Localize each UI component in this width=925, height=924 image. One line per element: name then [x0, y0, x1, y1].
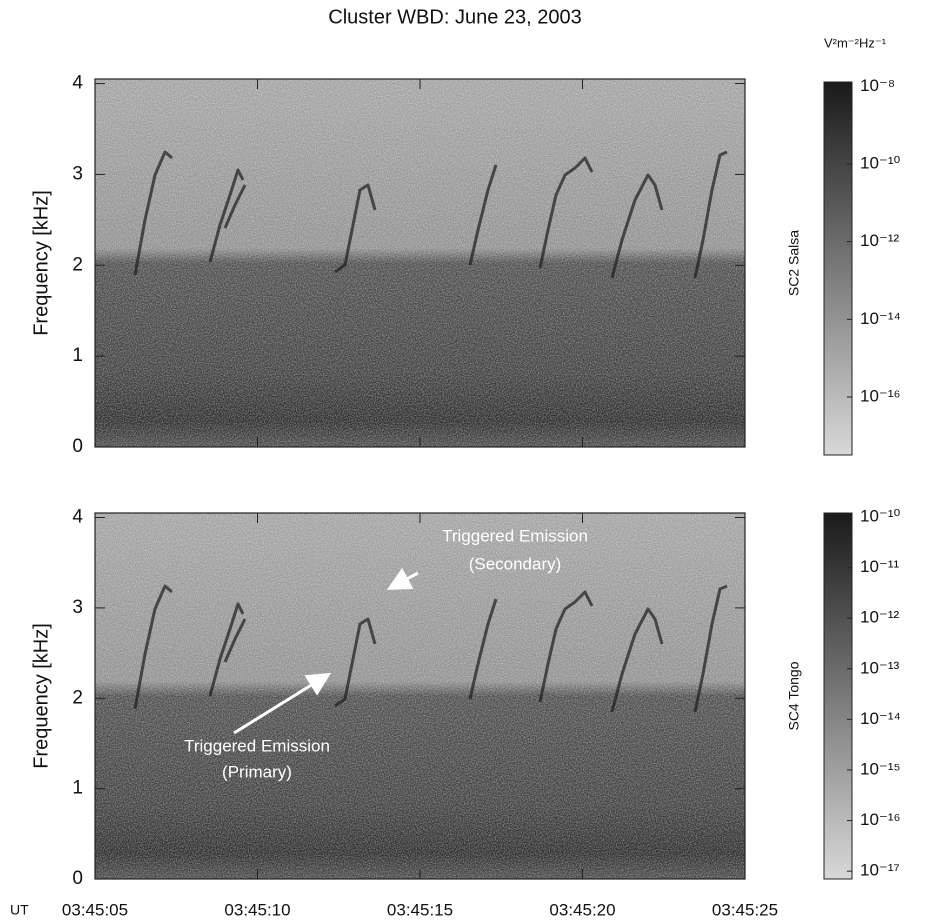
colorbar-tick-label: 10⁻¹⁷ [860, 861, 900, 880]
colorbar-tick-label: 10⁻¹⁶ [860, 810, 901, 829]
side-label: SC4 Tongo [786, 661, 802, 730]
annotation: (Primary) [222, 762, 292, 781]
annotation-arrow [233, 672, 332, 735]
x-tick-label: 03:45:15 [387, 900, 453, 919]
x-tick-label: 03:45:20 [549, 900, 615, 919]
emission-streak [208, 168, 245, 263]
colorbar-tick-label: 10⁻¹⁴ [860, 309, 901, 328]
emission-streak [468, 598, 498, 700]
y-tick-label: 2 [72, 687, 83, 708]
x-tick-label: 03:45:10 [224, 900, 290, 919]
colorbar-unit: V²m⁻²Hz⁻¹ [824, 35, 887, 50]
colorbar-tick-label: 10⁻¹⁰ [860, 154, 901, 173]
spectrogram-noise [95, 79, 745, 447]
colorbar-tick-label: 10⁻¹¹ [860, 557, 900, 576]
figure-title: Cluster WBD: June 23, 2003 [328, 6, 581, 28]
colorbar-tick-label: 10⁻¹⁰ [860, 506, 901, 525]
colorbar-tick-label: 10⁻⁸ [860, 76, 895, 95]
emission-streak [208, 602, 245, 697]
y-axis-label: Frequency [kHz] [30, 190, 52, 336]
emission-streak [334, 617, 377, 708]
y-tick-label: 0 [72, 868, 83, 889]
colorbar-tick-label: 10⁻¹⁵ [860, 759, 901, 778]
y-tick-label: 3 [72, 597, 83, 618]
annotation: Triggered Emission [442, 526, 588, 545]
emission-streak [693, 584, 728, 713]
annotation-arrow [386, 567, 419, 590]
colorbar [823, 512, 853, 880]
y-tick-label: 4 [72, 73, 83, 94]
colorbar-tick-label: 10⁻¹³ [860, 658, 900, 677]
emission-streak [610, 173, 664, 279]
y-tick-label: 1 [72, 345, 83, 366]
y-tick-label: 4 [72, 507, 83, 528]
x-tick-label: 03:45:25 [712, 900, 778, 919]
colorbar-tick-label: 10⁻¹² [860, 231, 900, 250]
emission-streak [693, 150, 728, 279]
emission-streak [133, 150, 173, 276]
emission-streak [223, 184, 247, 229]
annotation: Triggered Emission [184, 736, 330, 755]
y-tick-label: 1 [72, 778, 83, 799]
emission-streak [538, 590, 594, 703]
x-tick-label: 03:45:05 [62, 900, 128, 919]
colorbar-tick-label: 10⁻¹² [860, 608, 900, 627]
y-tick-label: 0 [72, 436, 83, 457]
emission-streak [468, 164, 498, 266]
emission-streak [538, 156, 594, 269]
colorbar-tick-label: 10⁻¹⁴ [860, 709, 901, 728]
side-label: SC2 Salsa [786, 230, 802, 296]
y-axis-label: Frequency [kHz] [30, 623, 52, 769]
colorbar-tick-label: 10⁻¹⁶ [860, 386, 901, 405]
annotation: (Secondary) [469, 554, 562, 573]
y-tick-label: 2 [72, 254, 83, 275]
spectrogram-noise [95, 513, 745, 879]
emission-streak [133, 584, 173, 710]
emission-streak [610, 607, 664, 713]
emission-streak [223, 618, 247, 663]
colorbar [823, 81, 853, 456]
y-tick-label: 3 [72, 163, 83, 184]
emission-streak [334, 183, 377, 274]
x-axis-label: UT [10, 902, 29, 918]
